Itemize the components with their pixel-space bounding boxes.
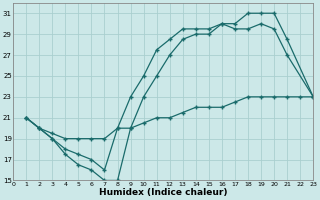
X-axis label: Humidex (Indice chaleur): Humidex (Indice chaleur) [99,188,228,197]
